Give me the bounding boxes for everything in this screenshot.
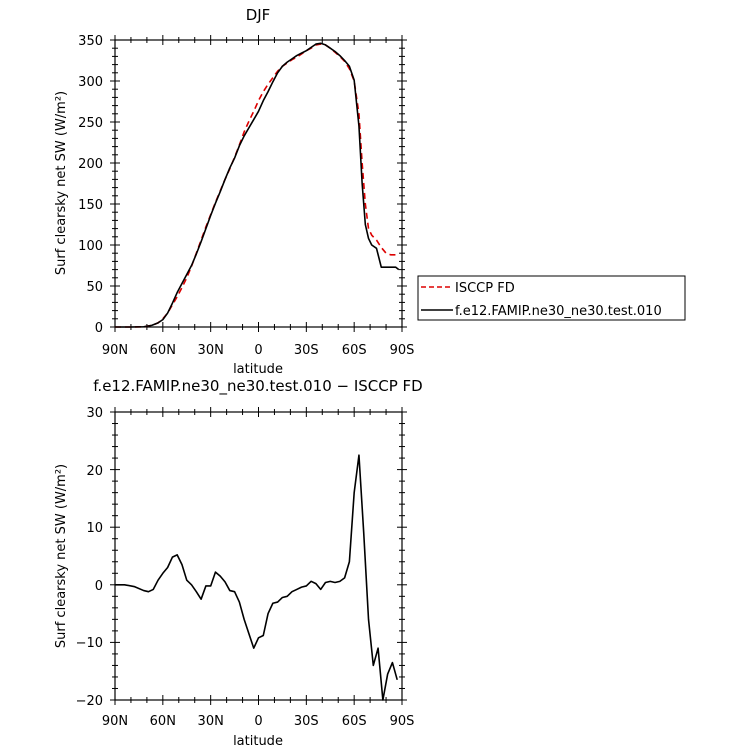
top-plot-frame — [114, 39, 403, 328]
bottom-x-tick-label: 90S — [390, 714, 415, 729]
bottom-y-axis-title: Surf clearsky net SW (W/m²) — [54, 464, 69, 648]
top-y-tick-label: 50 — [86, 280, 103, 295]
top-x-tick-label: 90N — [102, 343, 128, 358]
bottom-y-tick-label: 10 — [86, 521, 103, 536]
top-y-tick-label: 250 — [78, 116, 103, 131]
bottom-x-tick-label: 60S — [342, 714, 367, 729]
bottom-y-tick-label: −20 — [76, 694, 103, 709]
bottom-x-tick-label: 90N — [102, 714, 128, 729]
bottom-chart: f.e12.FAMIP.ne30_ne30.test.010 − ISCCP F… — [54, 377, 423, 749]
top-y-tick-label: 100 — [78, 239, 103, 254]
legend-label-model: f.e12.FAMIP.ne30_ne30.test.010 — [455, 304, 662, 319]
top-x-tick-label: 60S — [342, 343, 367, 358]
top-x-tick-label: 30S — [294, 343, 319, 358]
top-x-tick-label: 60N — [150, 343, 176, 358]
top-series-line-1 — [115, 42, 400, 328]
bottom-y-tick-label: −10 — [76, 636, 103, 651]
top-y-tick-label: 150 — [78, 198, 103, 213]
legend: ISCCP FD f.e12.FAMIP.ne30_ne30.test.010 — [417, 275, 686, 321]
top-x-tick-label: 0 — [254, 343, 262, 358]
top-x-tick-label: 90S — [390, 343, 415, 358]
top-y-axis-title: Surf clearsky net SW (W/m²) — [54, 91, 69, 275]
bottom-x-tick-label: 0 — [254, 714, 262, 729]
top-y-tick-label: 200 — [78, 157, 103, 172]
top-y-tick-label: 350 — [78, 34, 103, 49]
bottom-y-tick-label: 30 — [86, 406, 103, 421]
bottom-series-lines — [115, 454, 398, 701]
top-series-lines — [115, 42, 400, 328]
bottom-y-tick-label: 20 — [86, 464, 103, 479]
top-y-tick-label: 0 — [95, 321, 103, 336]
bottom-x-tick-label: 30S — [294, 714, 319, 729]
top-x-axis-title: latitude — [233, 362, 283, 377]
bottom-x-tick-label: 60N — [150, 714, 176, 729]
bottom-axis-ticks — [110, 407, 407, 705]
top-chart-title: DJF — [246, 6, 271, 24]
bottom-x-tick-label: 30N — [198, 714, 224, 729]
bottom-chart-title: f.e12.FAMIP.ne30_ne30.test.010 − ISCCP F… — [93, 377, 423, 396]
top-y-tick-label: 300 — [78, 75, 103, 90]
top-x-tick-label: 30N — [198, 343, 224, 358]
top-series-line-0 — [115, 43, 400, 328]
top-chart: DJF 90N 60N 30N 0 30S 60S 90S 0 50 100 1… — [54, 6, 686, 377]
bottom-x-axis-title: latitude — [233, 734, 283, 749]
legend-label-isccp: ISCCP FD — [455, 281, 515, 296]
bottom-y-tick-label: 0 — [95, 579, 103, 594]
legend-box — [417, 275, 686, 321]
bottom-series-line-0 — [115, 454, 398, 701]
